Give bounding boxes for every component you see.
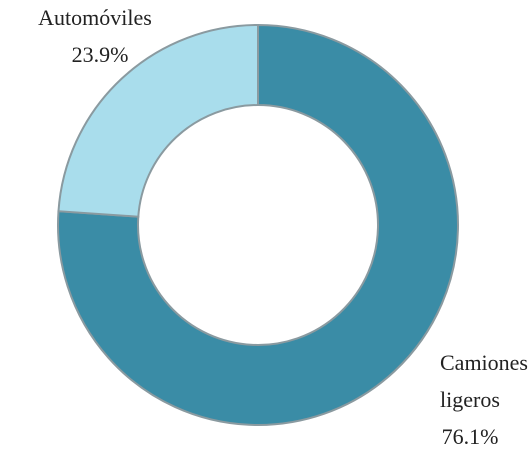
segment-value-label: 23.9% bbox=[72, 42, 129, 67]
segment-label: Automóviles bbox=[38, 5, 152, 30]
segment-label: Camiones ligeros bbox=[440, 350, 528, 412]
donut-segment bbox=[57, 23, 259, 218]
donut-segment bbox=[57, 23, 459, 426]
segment-value-label: 76.1% bbox=[442, 424, 499, 449]
